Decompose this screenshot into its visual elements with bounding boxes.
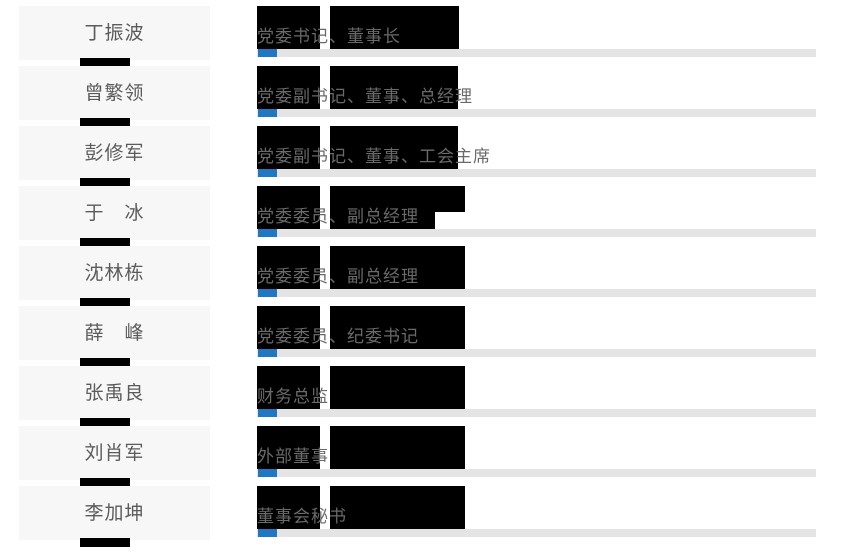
progress-track[interactable] <box>257 229 816 237</box>
table-row[interactable]: 薛 峰 党委委员、纪委书记 <box>0 300 844 367</box>
progress-track[interactable] <box>257 289 816 297</box>
progress-fill <box>258 469 277 477</box>
redaction-block-left <box>257 66 320 114</box>
position-title-cell[interactable]: 党委委员、副总经理 <box>257 186 465 234</box>
table-row[interactable]: 曾繁领 党委副书记、董事、总经理 <box>0 60 844 127</box>
redaction-block-left <box>257 6 320 54</box>
redaction-block-right <box>330 246 465 294</box>
table-row[interactable]: 李加坤 董事会秘书 <box>0 480 844 547</box>
redaction-block-right <box>330 126 458 174</box>
redaction-block-left <box>257 126 320 174</box>
table-row[interactable]: 于 冰 党委委员、副总经理 <box>0 180 844 247</box>
name-cell-redaction-bar <box>80 538 130 547</box>
person-name-cell[interactable]: 彭修军 <box>19 126 210 180</box>
progress-fill <box>258 109 277 117</box>
name-cell-redaction-bar <box>80 478 130 487</box>
table-row[interactable]: 彭修军 党委副书记、董事、工会主席 <box>0 120 844 187</box>
progress-track[interactable] <box>257 109 816 117</box>
progress-track[interactable] <box>257 349 816 357</box>
person-name-label: 李加坤 <box>84 501 145 524</box>
table-row[interactable]: 刘肖军 外部董事 <box>0 420 844 487</box>
redaction-block-left <box>257 486 320 534</box>
person-name-label: 于 冰 <box>84 201 145 224</box>
name-cell-redaction-bar <box>80 298 130 307</box>
position-title-cell[interactable]: 党委书记、董事长 <box>257 6 459 54</box>
progress-track[interactable] <box>257 529 816 537</box>
person-name-label: 张禹良 <box>84 381 145 404</box>
person-name-cell[interactable]: 沈林栋 <box>19 246 210 300</box>
table-row[interactable]: 沈林栋 党委委员、副总经理 <box>0 240 844 307</box>
table-row[interactable]: 张禹良 财务总监 <box>0 360 844 427</box>
progress-fill <box>258 169 277 177</box>
name-cell-redaction-bar <box>80 118 130 127</box>
name-cell-redaction-bar <box>80 58 130 67</box>
person-name-cell[interactable]: 于 冰 <box>19 186 210 240</box>
person-name-label: 薛 峰 <box>84 321 145 344</box>
redaction-block-right <box>330 426 465 474</box>
redaction-block-right <box>330 486 465 534</box>
person-name-cell[interactable]: 刘肖军 <box>19 426 210 480</box>
redaction-block-left <box>257 306 320 354</box>
redaction-block-left <box>257 186 320 234</box>
progress-fill <box>258 349 277 357</box>
person-name-cell[interactable]: 李加坤 <box>19 486 210 540</box>
name-cell-redaction-bar <box>80 238 130 247</box>
redaction-block-left <box>257 426 320 474</box>
position-title-cell[interactable]: 党委委员、纪委书记 <box>257 306 465 354</box>
position-title-cell[interactable]: 党委副书记、董事、工会主席 <box>257 126 490 174</box>
person-name-label: 曾繁领 <box>84 81 145 104</box>
progress-fill <box>258 409 277 417</box>
redaction-block-right <box>330 306 465 354</box>
name-cell-redaction-bar <box>80 418 130 427</box>
redaction-block-right <box>330 366 465 414</box>
redaction-block-left <box>257 366 320 414</box>
table-row[interactable]: 丁振波 党委书记、董事长 <box>0 0 844 67</box>
progress-fill <box>258 289 277 297</box>
name-cell-redaction-bar <box>80 178 130 187</box>
progress-track[interactable] <box>257 469 816 477</box>
person-name-label: 丁振波 <box>84 21 145 44</box>
progress-fill <box>258 529 277 537</box>
redaction-block-right <box>330 6 459 54</box>
progress-fill <box>258 49 277 57</box>
position-title-cell[interactable]: 董事会秘书 <box>257 486 465 534</box>
position-title-cell[interactable]: 党委委员、副总经理 <box>257 246 465 294</box>
position-title-cell[interactable]: 财务总监 <box>257 366 465 414</box>
person-name-cell[interactable]: 丁振波 <box>19 6 210 60</box>
progress-track[interactable] <box>257 169 816 177</box>
redaction-block-right <box>330 66 458 114</box>
position-title-cell[interactable]: 外部董事 <box>257 426 465 474</box>
redaction-block-right <box>330 186 465 212</box>
person-name-cell[interactable]: 薛 峰 <box>19 306 210 360</box>
position-title-cell[interactable]: 党委副书记、董事、总经理 <box>257 66 472 114</box>
person-name-label: 刘肖军 <box>84 441 145 464</box>
name-cell-redaction-bar <box>80 358 130 367</box>
progress-track[interactable] <box>257 49 816 57</box>
person-name-label: 彭修军 <box>84 141 145 164</box>
person-name-cell[interactable]: 张禹良 <box>19 366 210 420</box>
redaction-block-left <box>257 246 320 294</box>
person-name-cell[interactable]: 曾繁领 <box>19 66 210 120</box>
progress-fill <box>258 229 277 237</box>
person-name-label: 沈林栋 <box>84 261 145 284</box>
progress-track[interactable] <box>257 409 816 417</box>
